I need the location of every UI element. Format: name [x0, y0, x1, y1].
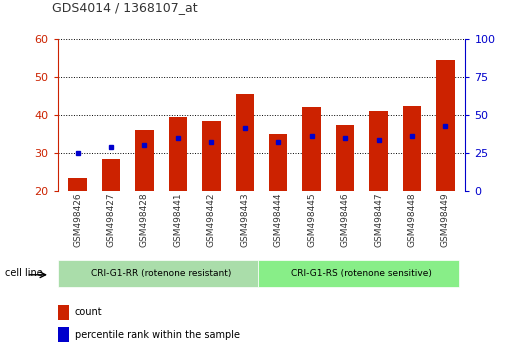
Text: percentile rank within the sample: percentile rank within the sample: [75, 330, 240, 339]
Bar: [403, 105, 421, 191]
Bar: [436, 60, 454, 191]
Bar: [235, 94, 254, 191]
Bar: [269, 134, 288, 191]
Text: count: count: [75, 307, 103, 317]
Bar: [202, 121, 221, 191]
Bar: [135, 130, 154, 191]
Bar: [258, 260, 459, 287]
Bar: [58, 327, 69, 342]
Bar: [58, 260, 258, 287]
Bar: [302, 107, 321, 191]
Bar: [169, 117, 187, 191]
Text: cell line: cell line: [5, 268, 43, 279]
Text: GDS4014 / 1368107_at: GDS4014 / 1368107_at: [52, 1, 198, 14]
Text: CRI-G1-RR (rotenone resistant): CRI-G1-RR (rotenone resistant): [91, 269, 231, 278]
Bar: [69, 178, 87, 191]
Text: CRI-G1-RS (rotenone sensitive): CRI-G1-RS (rotenone sensitive): [291, 269, 432, 278]
Bar: [58, 305, 69, 320]
Bar: [336, 125, 354, 191]
Bar: [369, 111, 388, 191]
Bar: [102, 159, 120, 191]
